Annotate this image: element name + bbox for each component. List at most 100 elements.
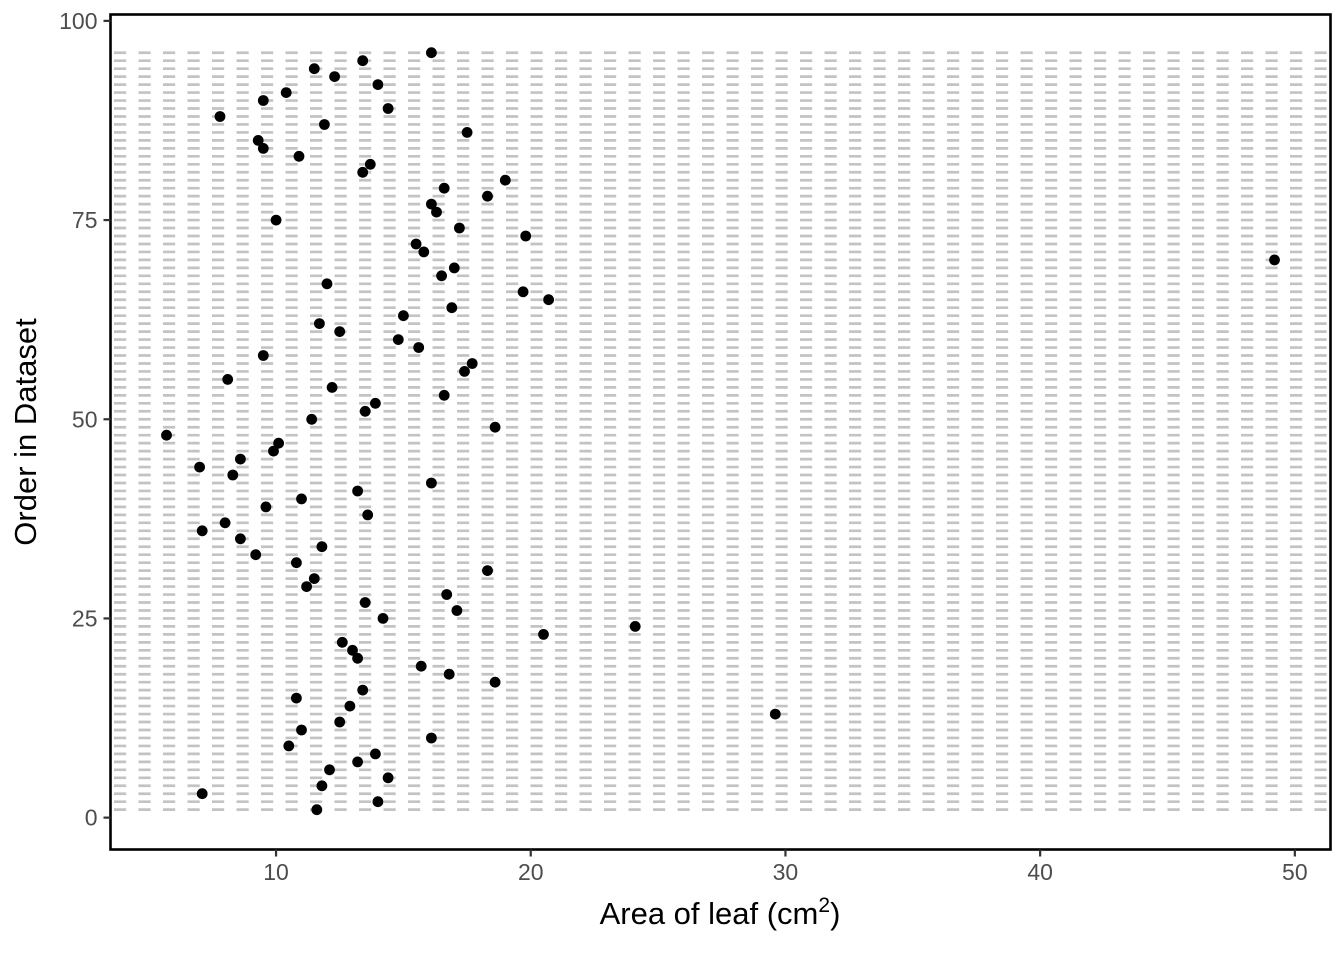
data-point [364,158,376,170]
y-tick-label: 75 [72,207,98,233]
panel-border [109,13,1332,851]
x-axis-title: Area of leaf (cm2) [600,894,841,931]
data-point [372,79,384,90]
data-point [273,437,284,449]
data-point [329,71,340,82]
data-point [431,206,442,218]
x-tick-label: 20 [518,859,544,885]
data-point [446,302,458,314]
data-point [352,485,363,497]
data-point [301,581,312,592]
data-point [352,652,363,664]
data-point [250,549,262,561]
data-point [482,190,493,202]
data-point [308,63,320,75]
data-point [1269,254,1280,266]
data-point [194,461,206,473]
data-point [280,87,292,98]
data-point [334,716,346,728]
x-tick-label: 10 [263,859,289,885]
data-point [410,238,422,250]
data-point [451,605,463,616]
x-tick-label: 50 [1282,859,1308,885]
data-point [316,780,328,792]
data-point [520,230,532,242]
data-point [357,166,369,178]
data-point [461,126,473,138]
y-tick-label: 25 [72,605,98,631]
data-point [382,103,394,114]
data-point [344,700,356,712]
data-point [499,174,511,186]
data-point [413,342,425,353]
data-point [161,429,172,441]
data-point [296,724,307,736]
data-point [359,405,371,417]
x-axis-title-superscript: 2 [818,894,830,917]
data-point [769,708,781,720]
data-point [370,748,381,760]
data-point [543,294,554,306]
x-axis-ticks [274,849,1296,857]
data-point [291,557,302,569]
x-axis-title-prefix: Area of leaf (cm [600,896,819,931]
data-point [336,636,348,648]
data-point [441,589,453,600]
y-axis-ticks [103,19,111,819]
data-point [629,621,641,632]
data-point [352,756,363,768]
data-point [357,684,369,696]
data-point [438,389,450,401]
data-point [538,629,549,640]
data-point [270,214,282,226]
plot-panel [110,14,1331,850]
data-point [219,517,231,529]
data-point [316,541,328,553]
x-axis-tick-labels: 10 20 30 40 50 [263,859,1307,885]
data-point [426,47,437,59]
data-point [489,421,501,433]
data-point [214,111,226,122]
data-point [448,262,460,274]
data-point [359,597,371,608]
data-point [382,772,394,784]
data-point [426,732,437,744]
data-point [196,525,208,537]
data-point [357,55,369,67]
data-point [268,445,279,457]
data-point [415,660,427,672]
data-point [438,182,450,194]
data-point [392,334,404,345]
data-point [227,469,239,481]
x-tick-label: 40 [1027,859,1053,885]
data-point [489,676,501,688]
data-point [426,198,437,210]
y-axis-tick-labels: 0 25 50 75 100 [59,8,97,831]
data-point [418,246,430,258]
data-point [235,453,246,465]
data-point [517,286,529,298]
data-point [377,613,389,624]
data-point [482,565,493,576]
data-point [321,278,333,290]
data-point [454,222,465,234]
data-point [257,143,269,154]
data-point [257,350,269,361]
x-tick-label: 30 [773,859,799,885]
data-point [306,413,318,425]
y-tick-label: 100 [59,8,97,34]
data-point [257,95,269,106]
y-axis-title: Order in Dataset [8,318,43,546]
data-point [196,788,208,800]
data-point [362,509,374,521]
data-point [436,270,447,282]
data-point [308,573,320,584]
data-point [372,796,384,808]
grid-lines [114,51,1328,812]
data-point [293,150,305,162]
data-point [252,135,264,146]
data-point [283,740,295,752]
data-point [291,692,302,704]
